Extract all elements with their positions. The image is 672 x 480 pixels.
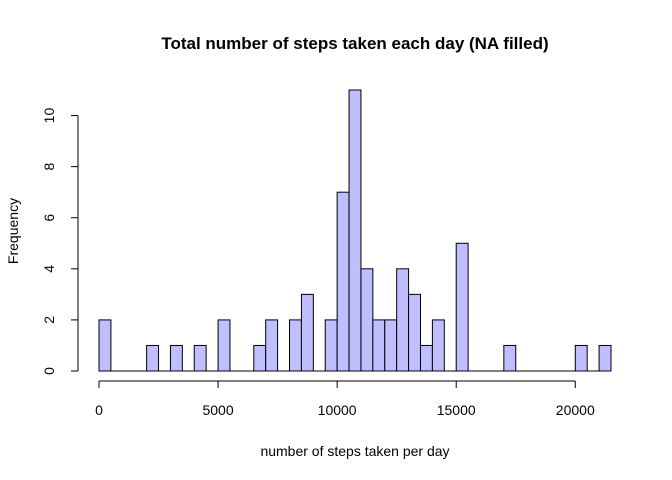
histogram-bar bbox=[193, 344, 207, 372]
y-tick-label: 10 bbox=[41, 108, 57, 124]
y-axis-label: Frequency bbox=[5, 198, 21, 264]
x-axis-label: number of steps taken per day bbox=[260, 443, 449, 459]
histogram-bar bbox=[169, 344, 183, 372]
x-tick-label: 0 bbox=[95, 402, 103, 418]
histogram-bar bbox=[598, 344, 612, 372]
x-axis: 0 5000 10000 15000 20000 bbox=[95, 380, 595, 418]
y-tick-label: 4 bbox=[41, 265, 57, 273]
histogram-bar bbox=[300, 293, 314, 372]
chart-title: Total number of steps taken each day (NA… bbox=[161, 34, 548, 53]
x-tick-label: 10000 bbox=[318, 402, 357, 418]
histogram-bar bbox=[455, 242, 469, 372]
y-tick-label: 2 bbox=[41, 316, 57, 324]
histogram-bar bbox=[384, 319, 398, 372]
histogram-bar bbox=[253, 344, 267, 372]
histogram-bar bbox=[574, 344, 588, 372]
bars-group bbox=[98, 89, 612, 372]
histogram-bar bbox=[372, 319, 386, 372]
x-tick-label: 5000 bbox=[202, 402, 233, 418]
histogram-bar bbox=[408, 293, 421, 372]
histogram-bar bbox=[360, 268, 374, 372]
histogram-bar bbox=[217, 319, 231, 372]
histogram-bar bbox=[431, 319, 445, 372]
y-tick-label: 8 bbox=[41, 163, 57, 171]
histogram-bar bbox=[289, 319, 302, 372]
histogram-bar bbox=[396, 268, 410, 372]
y-tick-label: 6 bbox=[41, 214, 57, 222]
histogram-bar bbox=[503, 344, 517, 372]
histogram-bar bbox=[146, 344, 160, 372]
y-axis: 0 2 4 6 8 10 bbox=[41, 108, 79, 375]
y-tick-label: 0 bbox=[41, 367, 57, 375]
histogram-bar bbox=[419, 344, 433, 372]
histogram-bar bbox=[324, 319, 338, 372]
histogram-bar bbox=[336, 191, 350, 372]
x-tick-label: 20000 bbox=[556, 402, 595, 418]
histogram-bar bbox=[265, 319, 279, 372]
histogram-bar bbox=[98, 319, 112, 372]
x-tick-label: 15000 bbox=[437, 402, 476, 418]
histogram-bar bbox=[348, 89, 362, 372]
